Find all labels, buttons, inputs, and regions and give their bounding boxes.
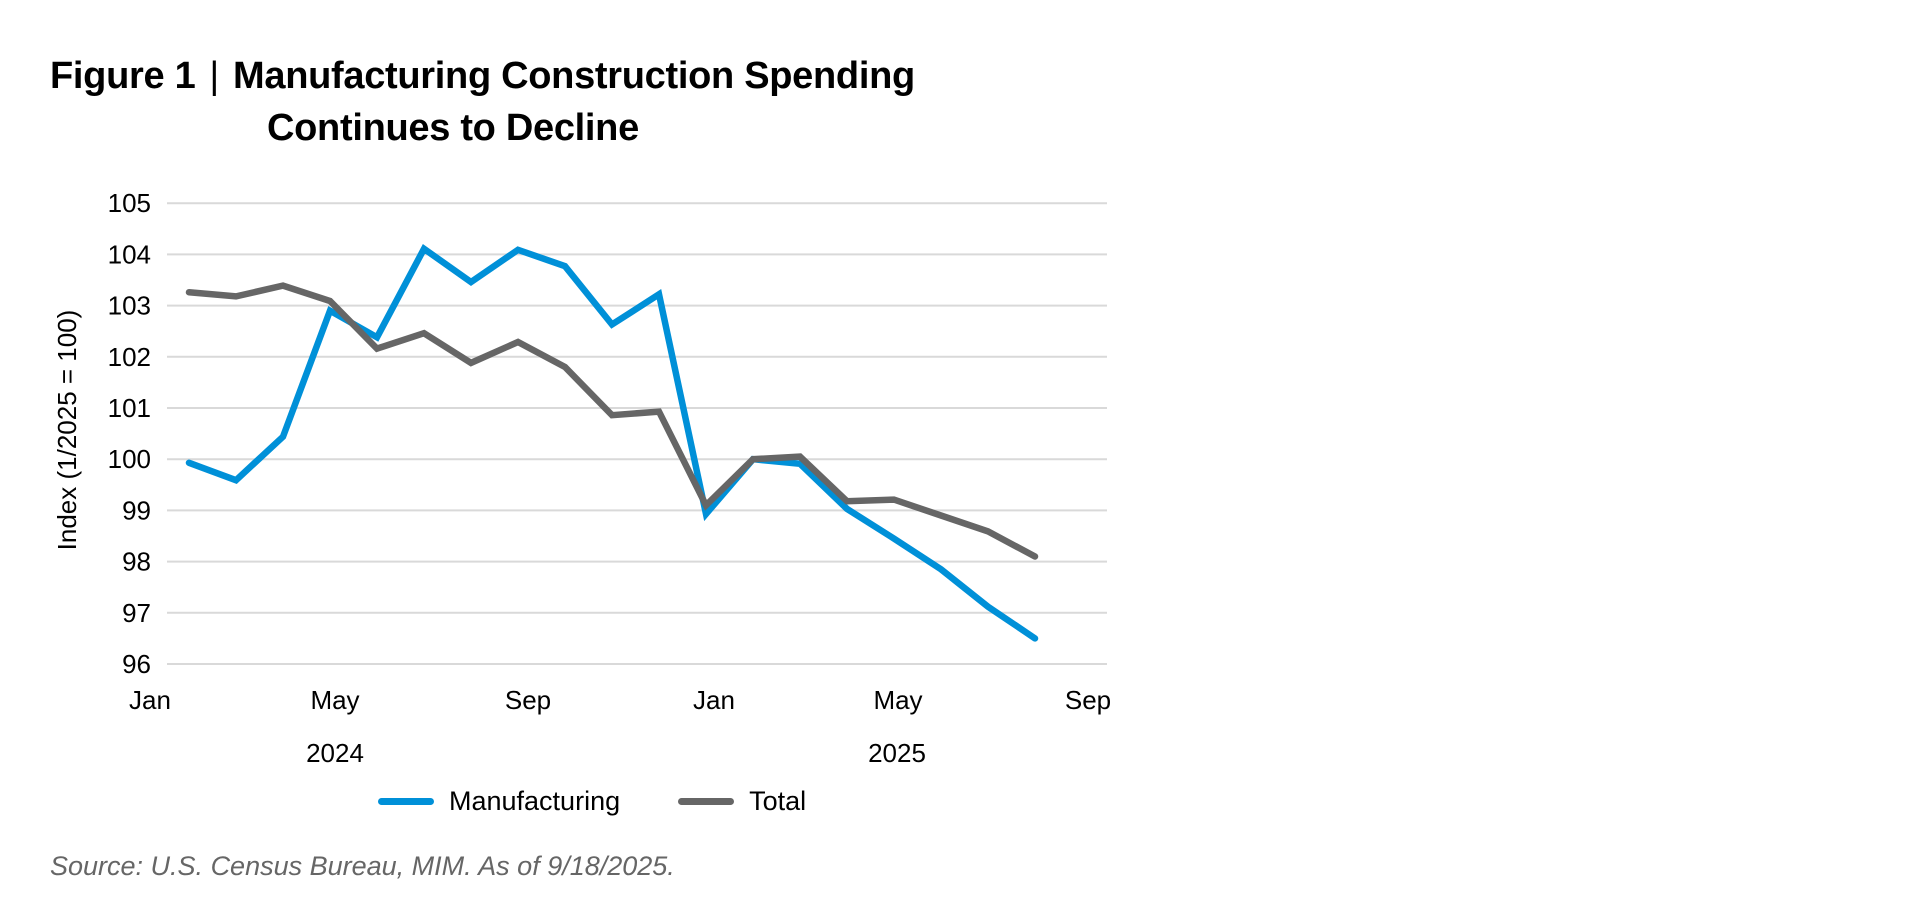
y-tick-label: 104 xyxy=(108,239,151,269)
x-year-label: 2025 xyxy=(868,738,926,768)
series-line-manufacturing xyxy=(185,244,1039,642)
figure-label: Figure 1 xyxy=(50,55,196,97)
y-tick-label: 100 xyxy=(108,444,151,474)
manufacturing-line-swatch-icon xyxy=(378,798,434,805)
x-tick-label: May xyxy=(310,685,359,715)
series-line-total xyxy=(185,282,1039,560)
legend-label: Manufacturing xyxy=(449,786,621,816)
chart-title: Figure 1 | Manufacturing Construction Spen… xyxy=(50,50,915,154)
legend-label: Total xyxy=(749,786,807,816)
x-tick-label: Jan xyxy=(129,685,171,715)
x-tick-label: Jan xyxy=(693,685,735,715)
legend: Manufacturing Total xyxy=(378,786,864,817)
data-series xyxy=(185,244,1039,642)
y-tick-label: 105 xyxy=(108,188,151,218)
y-tick-label: 98 xyxy=(122,547,151,577)
legend-item-manufacturing[interactable]: Manufacturing xyxy=(378,786,620,817)
y-axis-tick-labels: 96 97 98 99 100 101 102 103 104 105 xyxy=(108,188,151,679)
title-separator: | xyxy=(209,55,219,97)
y-tick-label: 102 xyxy=(108,342,151,372)
y-tick-label: 97 xyxy=(122,598,151,628)
legend-item-total[interactable]: Total xyxy=(678,786,806,817)
y-tick-label: 103 xyxy=(108,291,151,321)
y-tick-label: 101 xyxy=(108,393,151,423)
x-tick-label: Sep xyxy=(505,685,551,715)
gridlines xyxy=(167,202,1107,665)
y-tick-label: 99 xyxy=(122,495,151,525)
title-line-1: Figure 1 | Manufacturing Construction Spen… xyxy=(50,50,915,102)
x-year-label: 2024 xyxy=(306,738,364,768)
title-line-2: Continues to Decline xyxy=(267,107,639,149)
x-axis-tick-labels: Jan May Sep Jan May Sep 2024 2025 xyxy=(129,685,1111,768)
source-note: Source: U.S. Census Bureau, MIM. As of 9… xyxy=(50,851,675,881)
x-tick-label: Sep xyxy=(1065,685,1111,715)
title-text-line-1: Manufacturing Construction Spending xyxy=(233,55,915,97)
y-axis-label: Index (1/2025 = 100) xyxy=(52,310,82,551)
x-tick-label: May xyxy=(873,685,922,715)
total-line-swatch-icon xyxy=(678,798,735,805)
y-tick-label: 96 xyxy=(122,649,151,679)
